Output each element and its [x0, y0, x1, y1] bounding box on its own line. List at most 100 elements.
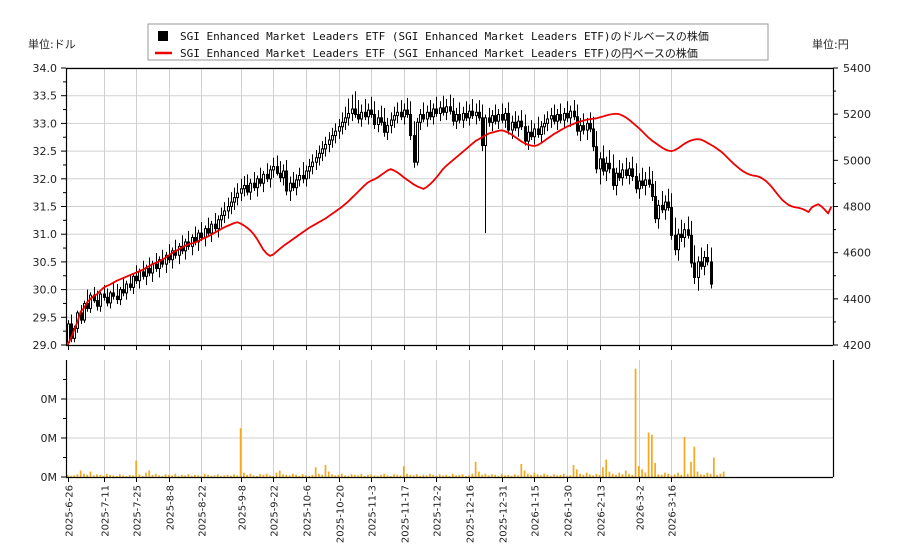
volume-bar — [383, 473, 386, 477]
volume-bar — [96, 474, 98, 477]
candle-body-down — [141, 271, 146, 277]
candle-body-down — [634, 176, 639, 190]
volume-bar — [598, 474, 601, 477]
candle-body-up — [164, 254, 169, 265]
volume-bar — [226, 474, 229, 477]
candle-body-down — [95, 300, 100, 307]
candle-body-down — [480, 117, 485, 147]
legend: SGI Enhanced Market Leaders ETF (SGI Enh… — [147, 23, 769, 61]
candle-body-up — [177, 245, 182, 256]
volume-bar — [393, 474, 395, 477]
volume-bar — [109, 474, 111, 477]
candle-body-up — [696, 261, 701, 278]
volume-axis-tick-label: 0M — [41, 471, 58, 484]
volume-bar — [86, 474, 89, 477]
volume-bar — [216, 474, 219, 477]
volume-bar — [83, 473, 85, 477]
volume-bar — [66, 474, 69, 477]
volume-bar — [644, 472, 647, 477]
candle-body-down — [275, 166, 280, 174]
candle-body-up — [294, 179, 299, 189]
grid-layer — [66, 67, 833, 477]
volume-bar — [504, 475, 506, 478]
candle-body-down — [552, 115, 557, 122]
candle-body-down — [353, 108, 358, 116]
volume-bar — [399, 475, 402, 478]
candle-body-up — [343, 117, 348, 123]
candle-body-up — [235, 192, 240, 199]
volume-bar — [608, 471, 611, 477]
candle-body-up — [620, 169, 625, 179]
candle-body-up — [144, 268, 149, 277]
candle-body-up — [702, 256, 707, 267]
candle-body-down — [572, 110, 577, 118]
candle-body-down — [278, 172, 283, 179]
candle-body-up — [88, 294, 93, 309]
candle-body-down — [500, 114, 505, 121]
volume-bar — [203, 473, 206, 477]
volume-bar — [288, 475, 291, 478]
volume-bar — [680, 474, 683, 477]
candle-body-up — [389, 119, 394, 127]
candle-body-down — [558, 114, 563, 121]
left-axis-tick-label: 34.0 — [33, 62, 58, 75]
candle-body-up — [271, 166, 276, 171]
candle-body-down — [624, 169, 629, 176]
volume-bar — [295, 474, 297, 477]
volume-bar — [530, 474, 532, 477]
volume-bar — [654, 462, 656, 477]
volume-bar — [256, 475, 258, 477]
candle-body-down — [405, 109, 410, 116]
candle-body-up — [516, 120, 521, 129]
candle-body-down — [421, 114, 426, 120]
volume-bar — [589, 474, 591, 477]
candle-body-down — [513, 121, 518, 129]
candle-body-down — [111, 292, 116, 297]
candle-body-down — [382, 121, 387, 133]
volume-bar — [634, 368, 637, 477]
candle-body-down — [611, 168, 616, 186]
volume-bar — [507, 474, 510, 477]
candle-body-down — [705, 256, 710, 263]
candle-body-up — [568, 110, 573, 119]
volume-bar — [376, 475, 379, 477]
volume-bar — [200, 475, 203, 477]
candle-body-up — [490, 115, 495, 123]
candle-body-up — [108, 292, 113, 304]
volume-bar — [637, 466, 640, 477]
candle-body-down — [102, 293, 107, 298]
volume-bar — [448, 475, 451, 477]
volume-bar — [265, 473, 268, 477]
candle-body-down — [412, 135, 417, 163]
volume-bar — [487, 475, 490, 478]
candle-body-down — [692, 262, 697, 278]
candle-body-down — [660, 204, 665, 211]
candle-body-down — [451, 110, 456, 122]
candle-body-up — [539, 126, 544, 135]
volume-bar — [406, 473, 408, 477]
volume-bar — [89, 471, 92, 477]
x-axis-tick-label: 2026-1-30 — [564, 485, 575, 537]
volume-layer — [66, 368, 725, 478]
volume-bar — [105, 473, 108, 477]
right-unit-label: 単位:円 — [812, 37, 849, 51]
candle-body-up — [418, 114, 423, 123]
volume-bar — [494, 474, 497, 477]
candle-body-down — [519, 120, 524, 128]
candle-body-down — [464, 112, 469, 119]
volume-bar — [92, 475, 95, 478]
volume-bar — [481, 474, 483, 477]
candle-body-up — [366, 109, 371, 118]
volume-bar — [194, 474, 196, 477]
candle-body-up — [255, 178, 260, 189]
volume-bar — [526, 473, 529, 477]
left-unit-label: 単位:ドル — [28, 37, 76, 51]
axis-layer: 34.0 33.5 33.0 32.5 32.0 31.5 31.0 30.5 30.0 29.5… — [28, 37, 871, 543]
volume-bar — [327, 471, 330, 477]
volume-bar — [321, 474, 324, 477]
x-axis-tick-label: 2025-11-3 — [368, 485, 379, 537]
candle-body-down — [134, 275, 139, 282]
volume-bar — [177, 475, 180, 477]
volume-bar — [389, 475, 392, 477]
candle-body-up — [281, 170, 286, 179]
